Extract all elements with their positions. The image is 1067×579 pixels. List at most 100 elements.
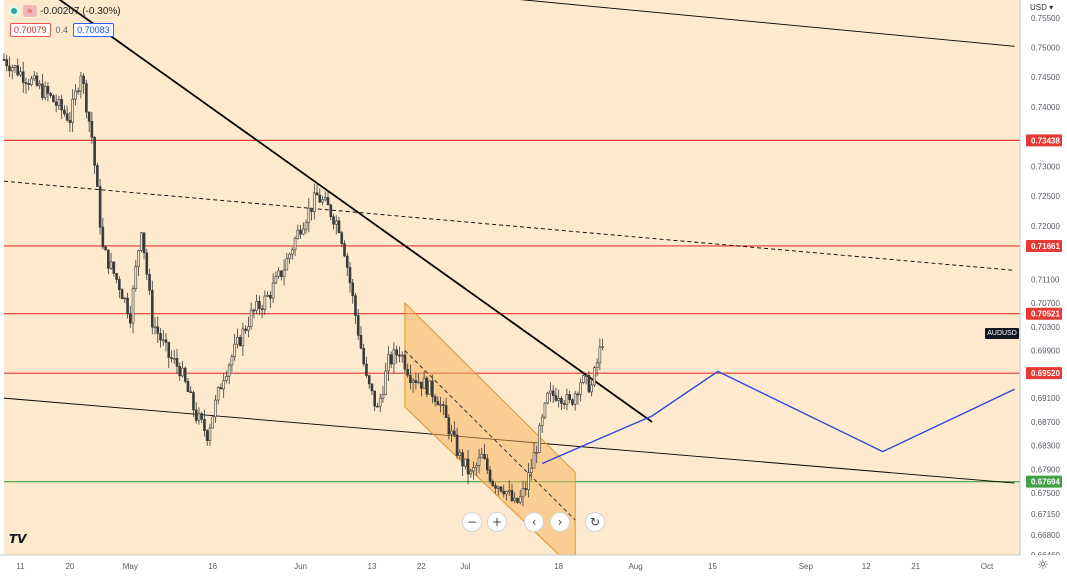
candle-body: [411, 380, 415, 383]
candle-body: [236, 336, 239, 345]
candle-body: [444, 405, 448, 418]
candle-body: [32, 75, 36, 80]
candle-body: [164, 339, 168, 343]
currency-selector[interactable]: USD ▾: [1030, 3, 1053, 12]
candle-body: [458, 452, 462, 456]
x-tick-label: 18: [554, 562, 563, 571]
sell-price-button[interactable]: 0.70079: [10, 23, 51, 37]
x-tick-label: 16: [208, 562, 217, 571]
candle-body: [538, 425, 541, 453]
candle-body: [54, 101, 58, 106]
candle-body: [582, 375, 585, 383]
candle-body: [16, 65, 20, 76]
candle-body: [68, 119, 72, 123]
candle-body: [181, 367, 184, 377]
y-tick-label: 0.67150: [1031, 510, 1060, 519]
candle-body: [549, 390, 552, 394]
price-level-tag: [1026, 134, 1062, 147]
candle-body: [431, 380, 434, 398]
candle-body: [601, 346, 604, 348]
candle-body: [551, 390, 555, 396]
candle-body: [293, 238, 297, 251]
price-level-tag: [1026, 475, 1062, 488]
candle-body: [194, 409, 198, 421]
candle-body: [312, 192, 316, 212]
scroll-left-button[interactable]: ‹: [524, 512, 544, 532]
x-tick-label: 11: [16, 562, 25, 571]
candle-body: [35, 75, 39, 86]
candle-body: [521, 488, 525, 498]
candle-body: [480, 454, 484, 459]
candle-body: [255, 301, 258, 311]
price-level-tag: [1026, 307, 1062, 320]
candle-body: [455, 434, 459, 456]
candle-body: [13, 65, 17, 68]
candle-body: [167, 342, 171, 358]
candle-body: [19, 71, 22, 76]
price-change: -0.00207 (-0.30%): [40, 5, 121, 17]
candle-body: [420, 381, 423, 389]
candle-body: [21, 71, 25, 83]
candle-body: [337, 220, 341, 233]
candle-body: [568, 394, 571, 400]
candle-body: [24, 82, 28, 84]
channel-midline: [404, 350, 576, 521]
candle-body: [304, 222, 308, 230]
buy-price-button[interactable]: 0.70083: [73, 23, 114, 37]
candle-body: [351, 282, 355, 297]
candle-body: [233, 343, 236, 357]
candle-body: [52, 95, 55, 103]
candle-body: [137, 250, 140, 268]
candle-body: [587, 375, 591, 393]
y-tick-label: 0.74000: [1031, 103, 1060, 112]
candle-body: [63, 109, 66, 115]
candle-body: [159, 333, 162, 341]
wave-indicator-icon[interactable]: ≈: [23, 5, 37, 17]
candle-body: [365, 363, 368, 376]
candle-body: [334, 220, 338, 225]
y-tick-label: 0.72500: [1031, 192, 1060, 201]
candle-body: [43, 86, 47, 98]
trend-line: [519, 0, 1015, 47]
candle-body: [101, 226, 105, 248]
candle-body: [5, 59, 9, 67]
candle-body: [271, 282, 275, 299]
candle-body: [518, 496, 522, 503]
candle-body: [161, 339, 165, 342]
candle-body: [529, 467, 533, 473]
candle-body: [118, 279, 121, 291]
x-tick-label: Sep: [799, 562, 814, 571]
candle-body: [129, 313, 132, 324]
candle-body: [282, 269, 286, 277]
y-tick-label: 0.67500: [1031, 489, 1060, 498]
y-tick-label: 0.75500: [1031, 14, 1060, 23]
candle-body: [134, 266, 138, 289]
price-level-label: 0.73438: [1031, 136, 1060, 145]
reset-chart-button[interactable]: ↻: [585, 512, 605, 532]
candle-body: [436, 401, 440, 406]
price-level-label: 0.69520: [1031, 369, 1060, 378]
candle-body: [222, 380, 225, 390]
zoom-in-button[interactable]: +: [487, 512, 507, 532]
candle-body: [318, 194, 322, 203]
candle-body: [499, 486, 503, 492]
candle-body: [142, 232, 146, 254]
candle-body: [573, 393, 577, 405]
zoom-out-button[interactable]: −: [462, 512, 482, 532]
y-tick-label: 0.70300: [1031, 323, 1060, 332]
candle-body: [98, 186, 102, 228]
horizontal-levels: [4, 139, 1020, 483]
settings-icon[interactable]: ☼: [1037, 558, 1049, 573]
currency-label: USD: [1030, 3, 1047, 12]
candle-body: [453, 430, 456, 436]
price-level-label: 0.67694: [1031, 478, 1060, 487]
candle-body: [565, 394, 569, 405]
tradingview-logo[interactable]: TV: [9, 532, 27, 546]
candle-body: [90, 121, 94, 138]
candle-body: [527, 472, 530, 490]
y-axis-panel: [1020, 0, 1067, 555]
market-open-dot-icon[interactable]: [8, 5, 20, 17]
x-tick-label: Jun: [294, 562, 307, 571]
scroll-right-button[interactable]: ›: [550, 512, 570, 532]
